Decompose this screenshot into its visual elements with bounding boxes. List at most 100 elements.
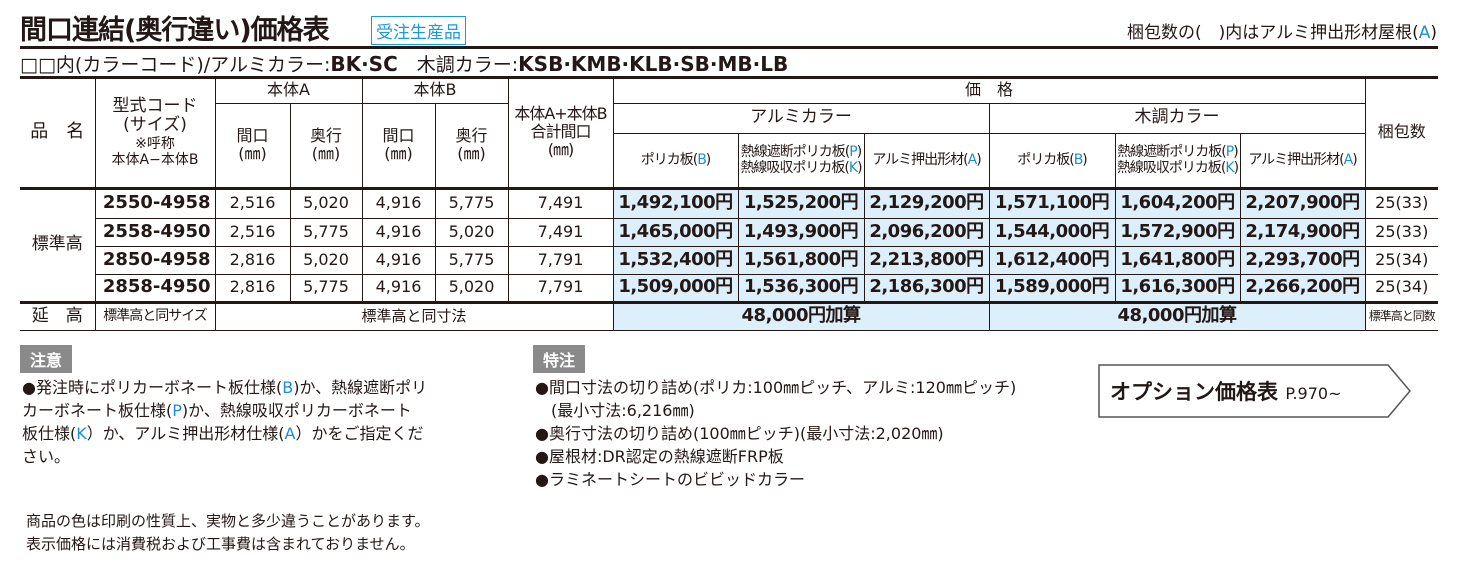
- header-total: 本体A+本体B 合計間口 (㎜): [507, 78, 614, 189]
- divider: [20, 76, 1438, 79]
- header-body-b: 本体B: [361, 78, 509, 104]
- dim-a_w: 2,816: [214, 273, 291, 303]
- header-b-depth: 奥行 (㎜): [434, 102, 509, 189]
- price-cell: 2,293,700円: [1239, 245, 1366, 275]
- dim-b_d: 5,775: [434, 245, 509, 275]
- group-name: 標準高: [20, 186, 96, 303]
- header-sub-wood-0: ポリカ板(B): [988, 132, 1116, 189]
- dim-total: 7,791: [507, 245, 614, 275]
- color-codes: □□内(カラーコード)/アルミカラー:BK·SC 木調カラー:KSB·KMB·K…: [20, 52, 789, 76]
- price-cell: 1,561,800円: [737, 245, 865, 275]
- price-cell: 1,616,300円: [1114, 273, 1241, 303]
- pack-count: 25(34): [1364, 273, 1438, 303]
- price-table: 品 名 型式コード (サイズ) ※呼称 本体A−本体B 本体A 本体B 本体A+本…: [20, 78, 1438, 331]
- made-to-order-badge: 受注生産品: [371, 16, 466, 45]
- price-cell: 2,186,300円: [863, 273, 990, 303]
- pack-count: 25(33): [1364, 186, 1438, 219]
- header-a-width: 間口 (㎜): [214, 102, 291, 189]
- dim-b_w: 4,916: [361, 217, 436, 247]
- price-cell: 1,612,400円: [988, 245, 1116, 275]
- price-cell: 2,174,900円: [1239, 217, 1366, 247]
- ext-dims: 標準高と同寸法: [214, 300, 614, 331]
- dim-a_w: 2,516: [214, 186, 291, 219]
- price-cell: 1,493,900円: [737, 217, 865, 247]
- price-cell: 2,096,200円: [863, 217, 990, 247]
- arrow-frame-icon: [1098, 364, 1411, 418]
- price-cell: 1,492,100円: [612, 186, 739, 219]
- dim-b_w: 4,916: [361, 186, 436, 219]
- ext-code: 標準高と同サイズ: [94, 300, 216, 331]
- list-item: ●ラミネートシートのビビッドカラー: [535, 470, 805, 489]
- price-cell: 1,641,800円: [1114, 245, 1241, 275]
- table-row: 2850-4958 2,816 5,020 4,916 5,775 7,791 1,532,…: [20, 245, 1438, 275]
- dim-a_d: 5,775: [289, 273, 363, 303]
- header-wood: 木調カラー: [988, 102, 1366, 134]
- price-cell: 1,532,400円: [612, 245, 739, 275]
- price-cell: 1,589,000円: [988, 273, 1116, 303]
- dim-a_d: 5,020: [289, 245, 363, 275]
- ext-wood-price: 48,000円加算: [988, 300, 1366, 331]
- price-cell: 1,465,000円: [612, 217, 739, 247]
- pack-count: 25(34): [1364, 245, 1438, 275]
- header-price: 価 格: [612, 78, 1366, 104]
- header-sub-alumi-1: 熱線遮断ポリカ板(P) 熱線吸収ポリカ板(K): [737, 132, 865, 189]
- table-row: 2858-4950 2,816 5,775 4,916 5,020 7,791 1,509,…: [20, 273, 1438, 303]
- dim-b_w: 4,916: [361, 273, 436, 303]
- ext-alumi-price: 48,000円加算: [612, 300, 990, 331]
- price-cell: 2,129,200円: [863, 186, 990, 219]
- dim-b_d: 5,020: [434, 273, 509, 303]
- list-item: ●間口寸法の切り詰め(ポリカ:100㎜ピッチ、アルミ:120㎜ピッチ): [535, 378, 1017, 397]
- table-row: 標準高 2550-4958 2,516 5,020 4,916 5,775 7,491 1,4…: [20, 186, 1438, 303]
- price-cell: 2,213,800円: [863, 245, 990, 275]
- header-body-a: 本体A: [214, 78, 363, 104]
- model-code: 2550-4958: [94, 186, 216, 219]
- footnotes: 商品の色は印刷の性質上、実物と多少違うことがあります。 表示価格には消費税および工…: [26, 512, 430, 553]
- list-item: ●奥行寸法の切り詰め(100㎜ピッチ)(最小寸法:2,020㎜): [535, 424, 944, 443]
- header-a-depth: 奥行 (㎜): [289, 102, 363, 189]
- dim-a_d: 5,020: [289, 186, 363, 219]
- dim-total: 7,791: [507, 273, 614, 303]
- dim-total: 7,491: [507, 186, 614, 219]
- header-code: 型式コード (サイズ) ※呼称 本体A−本体B: [94, 78, 216, 189]
- header-sub-wood-1: 熱線遮断ポリカ板(P) 熱線吸収ポリカ板(K): [1114, 132, 1241, 189]
- price-cell: 1,572,900円: [1114, 217, 1241, 247]
- ext-name: 延 高: [20, 300, 96, 331]
- caution-tag: 注意: [20, 345, 73, 373]
- pack-count: 25(33): [1364, 217, 1438, 247]
- table-row: 2558-4950 2,516 5,775 4,916 5,020 7,491 1,465,…: [20, 217, 1438, 247]
- header-name: 品 名: [20, 78, 96, 189]
- dim-b_d: 5,020: [434, 217, 509, 247]
- header-alumi: アルミカラー: [612, 102, 990, 134]
- dim-a_w: 2,816: [214, 245, 291, 275]
- price-cell: 1,544,000円: [988, 217, 1116, 247]
- dim-b_w: 4,916: [361, 245, 436, 275]
- price-cell: 1,509,000円: [612, 273, 739, 303]
- header-b-width: 間口 (㎜): [361, 102, 436, 189]
- price-cell: 1,536,300円: [737, 273, 865, 303]
- special-list: ●間口寸法の切り詰め(ポリカ:100㎜ピッチ、アルミ:120㎜ピッチ) (最小寸…: [535, 376, 1016, 491]
- list-item: ●屋根材:DR認定の熱線遮断FRP板: [535, 447, 784, 466]
- header-pack: 梱包数: [1364, 78, 1438, 189]
- option-price-link[interactable]: オプション価格表 P.970~: [1098, 364, 1411, 418]
- dim-a_d: 5,775: [289, 217, 363, 247]
- price-cell: 1,571,100円: [988, 186, 1116, 219]
- model-code: 2558-4950: [94, 217, 216, 247]
- special-tag: 特注: [533, 345, 586, 373]
- price-cell: 1,604,200円: [1114, 186, 1241, 219]
- list-item: (最小寸法:6,216㎜): [535, 401, 695, 420]
- header-sub-alumi-0: ポリカ板(B): [612, 132, 739, 189]
- dim-a_w: 2,516: [214, 217, 291, 247]
- pack-note: 梱包数の( )内はアルミ押出形材屋根(A): [1126, 23, 1437, 43]
- divider: [20, 46, 1438, 49]
- ext-pack: 標準高と同数: [1364, 300, 1438, 331]
- model-code: 2858-4950: [94, 273, 216, 303]
- price-cell: 1,525,200円: [737, 186, 865, 219]
- dim-total: 7,491: [507, 217, 614, 247]
- page-title: 間口連結(奥行違い)価格表: [20, 15, 330, 46]
- header-sub-alumi-2: アルミ押出形材(A): [863, 132, 990, 189]
- model-code: 2850-4958: [94, 245, 216, 275]
- price-cell: 2,266,200円: [1239, 273, 1366, 303]
- price-cell: 2,207,900円: [1239, 186, 1366, 219]
- header-sub-wood-2: アルミ押出形材(A): [1239, 132, 1366, 189]
- dim-b_d: 5,775: [434, 186, 509, 219]
